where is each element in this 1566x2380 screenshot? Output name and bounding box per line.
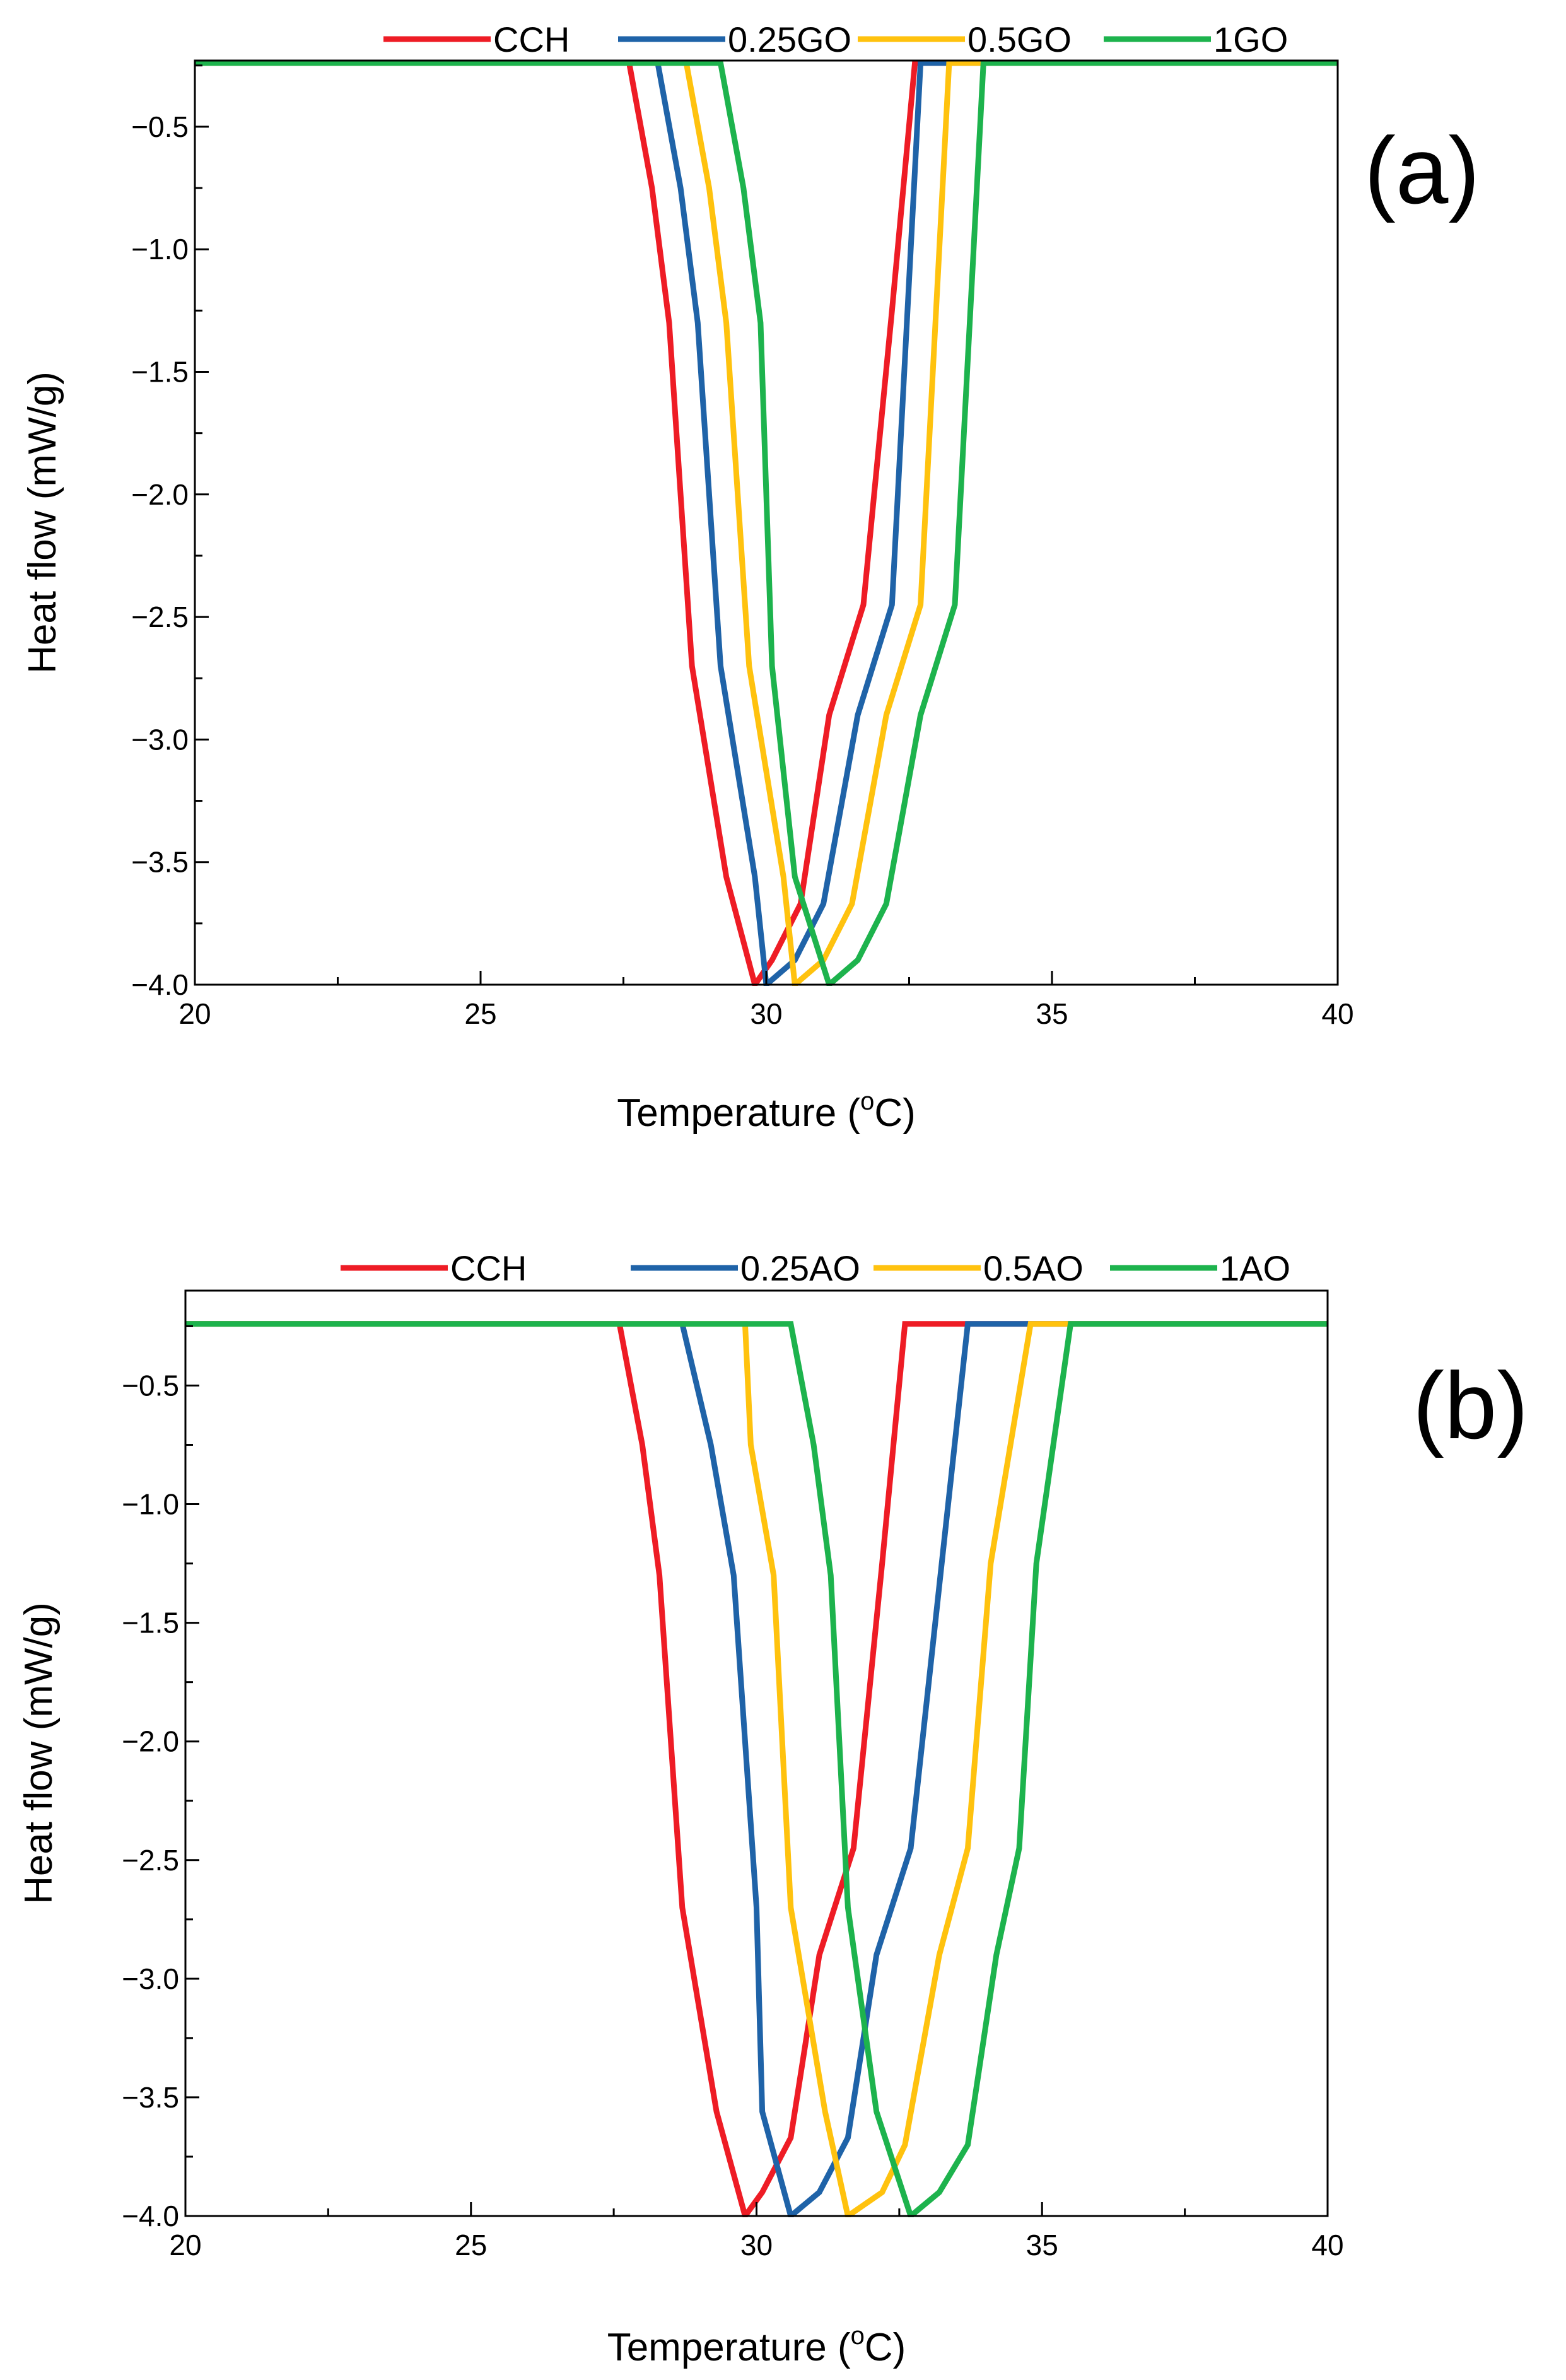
x-tick-label: 35 [1026, 2229, 1058, 2261]
x-tick-label: 25 [455, 2229, 487, 2261]
y-tick-label: −3.5 [122, 2081, 179, 2114]
legend-label-CCH: CCH [493, 20, 570, 59]
legend-label-1AO: 1AO [1220, 1248, 1290, 1288]
panel-label: (b) [1413, 1352, 1528, 1458]
panel-b: 20 25 30 35 40 −0.5 −1.0 −1.5 −2.0 −2.5 −3.0 −3.5 −4… [17, 1248, 1528, 2369]
y-tick-label: −1.5 [122, 1607, 179, 1639]
x-tick-label: 30 [750, 997, 782, 1030]
y-axis-title: Heat flow (mW/g) [17, 1602, 61, 1904]
y-axis-title: Heat flow (mW/g) [21, 372, 64, 674]
y-tick-label: −2.0 [122, 1725, 179, 1758]
y-tick-label: −1.0 [131, 233, 189, 266]
y-tick-label: −1.5 [131, 356, 189, 389]
x-axis-title: Temperature (oC) [607, 2322, 906, 2369]
y-tick-label: −4.0 [131, 968, 189, 1001]
x-tick-label: 40 [1311, 2229, 1343, 2261]
legend-label-0.25AO: 0.25AO [740, 1248, 860, 1288]
y-tick-label: −3.0 [122, 1962, 179, 1995]
legend-label-0.5GO: 0.5GO [967, 20, 1072, 59]
legend-label-CCH: CCH [450, 1248, 527, 1288]
y-tick-label: −2.5 [122, 1844, 179, 1877]
panel-label: (a) [1364, 117, 1480, 223]
x-tick-label: 20 [178, 997, 211, 1030]
series-line-0.5AO [185, 1321, 1328, 2217]
series-line-CCH [185, 1321, 1328, 2217]
x-tick-label: 30 [740, 2229, 773, 2261]
y-tick-label: −0.5 [131, 110, 189, 143]
legend-label-0.25GO: 0.25GO [728, 20, 851, 59]
y-tick-label: −1.0 [122, 1488, 179, 1521]
legend: CCH 0.25AO 0.5AO 1AO [341, 1248, 1290, 1288]
series-line-1AO [185, 1321, 1328, 2217]
y-tick-label: −3.0 [131, 723, 189, 756]
legend-label-0.5AO: 0.5AO [983, 1248, 1084, 1288]
y-tick-label: −2.0 [131, 478, 189, 511]
x-tick-label: 40 [1321, 997, 1353, 1030]
panel-a: 20 25 30 35 40 −0.5 −1.0 −1.5 −2.0 −2.5 −3.0 −3.5 −4… [21, 20, 1480, 1135]
legend: CCH 0.25GO 0.5GO 1GO [383, 20, 1288, 59]
y-tick-label: −0.5 [122, 1369, 179, 1402]
y-tick-label: −4.0 [122, 2200, 179, 2232]
plot-frame [184, 1289, 1329, 2217]
series-line-1GO [195, 60, 1338, 986]
legend-label-1GO: 1GO [1213, 20, 1288, 59]
y-tick-label: −3.5 [131, 846, 189, 879]
x-tick-label: 20 [169, 2229, 201, 2261]
x-tick-label: 25 [464, 997, 496, 1030]
x-tick-label: 35 [1036, 997, 1068, 1030]
x-axis-title: Temperature (oC) [617, 1087, 916, 1135]
y-tick-label: −2.5 [131, 601, 189, 633]
series-line-0.25AO [185, 1321, 1328, 2217]
